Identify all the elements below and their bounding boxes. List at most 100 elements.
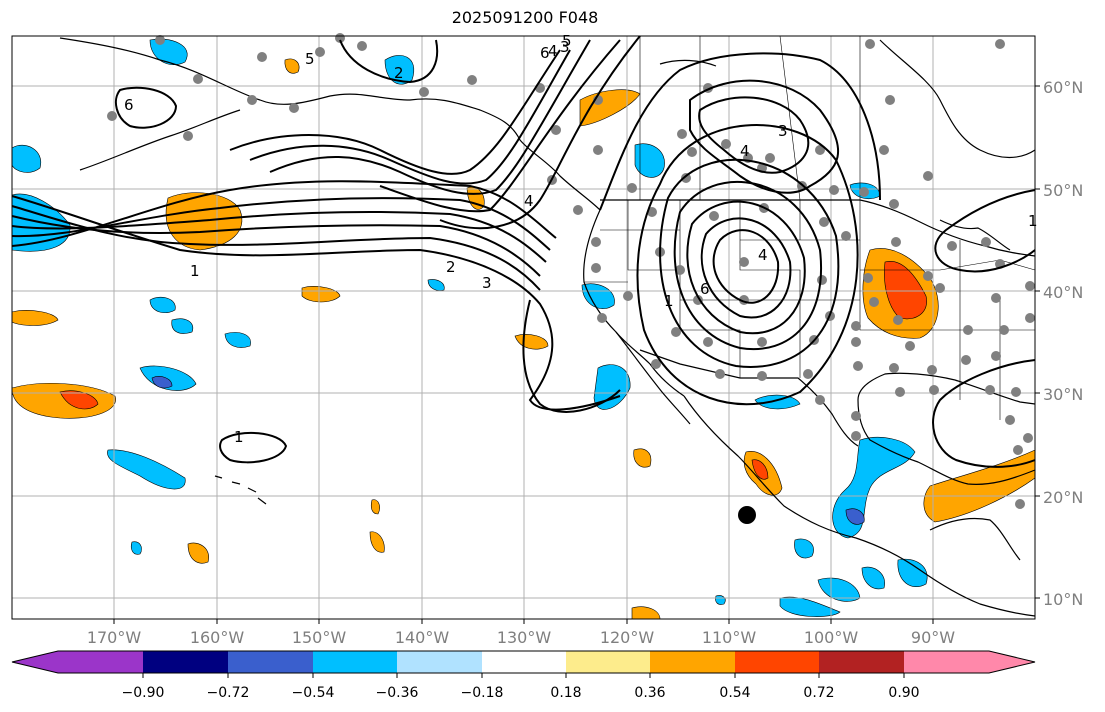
colorbar-segment [904, 651, 989, 673]
blue-region [224, 332, 251, 348]
baja [615, 331, 691, 425]
orange-region [370, 499, 380, 515]
orange-region [284, 58, 300, 74]
colorbar-segment [566, 651, 650, 673]
lat-label: 50°N [1043, 181, 1083, 200]
blue-region [149, 297, 176, 313]
red-region [884, 261, 927, 320]
colorbar-segment [143, 651, 228, 673]
longitude-labels: 170°W 160°W 150°W 140°W 130°W 120°W 110°… [87, 628, 955, 647]
blue-region [794, 538, 814, 559]
blue-region [897, 558, 928, 588]
contour-label: 1 [190, 262, 200, 280]
colorbar-segment [482, 651, 566, 673]
map-title: 2025091200 F048 [451, 8, 599, 27]
contour-label: 3 [778, 122, 788, 140]
island [659, 59, 717, 67]
colorbar-tick-label: −0.90 [122, 685, 165, 701]
contour-label: 6 [700, 280, 710, 298]
contour-label: 1 [234, 428, 244, 446]
blue-region [634, 143, 665, 178]
contour-label: 4 [524, 192, 534, 210]
contour-label: 4 [548, 42, 558, 60]
latitude-labels: 60°N 50°N 40°N 30°N 20°N 10°N [1043, 78, 1083, 609]
colorbar-tick-label: −0.18 [461, 685, 504, 701]
lon-label: 170°W [87, 628, 142, 647]
contour-label: 3 [560, 38, 570, 56]
contour-label: 5 [305, 50, 315, 68]
lat-label: 40°N [1043, 283, 1083, 302]
orange-region [11, 310, 59, 326]
contour-label: 2 [394, 64, 404, 82]
blue-region [581, 283, 615, 309]
lon-label: 120°W [600, 628, 655, 647]
colorbar-extend-right [989, 651, 1035, 673]
blue-region [11, 144, 42, 173]
aleutians [79, 109, 241, 171]
graticule [12, 36, 1035, 619]
colorbar-outline [11, 650, 1036, 674]
contour-label: 4 [740, 142, 750, 160]
colorbar-ticks [142, 673, 905, 678]
great-lakes [939, 219, 1011, 251]
colorbar-tick-label: −0.72 [207, 685, 250, 701]
blue-region [149, 38, 188, 66]
lon-label: 140°W [395, 628, 450, 647]
lon-label: 160°W [190, 628, 245, 647]
colorbar-tick-label: 0.18 [550, 685, 581, 701]
mexico-coast [683, 395, 1036, 617]
lon-label: 100°W [804, 628, 859, 647]
orange-region [301, 286, 341, 303]
orange-region [923, 449, 1036, 523]
lon-label: 130°W [497, 628, 552, 647]
blue-region [130, 541, 142, 555]
colorbar-extend-left [12, 651, 58, 673]
contour-label: 5 [562, 32, 572, 50]
hudson-bay [879, 39, 1036, 159]
lon-label: 90°W [911, 628, 955, 647]
lat-label: 60°N [1043, 78, 1083, 97]
blue-region-core [845, 508, 865, 525]
axis-ticks [113, 85, 1040, 624]
red-region [59, 390, 99, 410]
lat-label: 20°N [1043, 488, 1083, 507]
contour-label: 1 [664, 292, 674, 310]
lon-label: 110°W [702, 628, 757, 647]
colorbar-segment [58, 651, 143, 673]
orange-region [11, 383, 116, 419]
contour-label: 1 [1028, 212, 1038, 230]
blue-region [861, 566, 885, 590]
anomaly-shading [11, 38, 1036, 620]
colorbar-tick-label: 0.54 [719, 685, 750, 701]
orange-region [187, 542, 209, 564]
colorbar-tick-label: 0.36 [634, 685, 665, 701]
blue-region [754, 394, 801, 410]
us-mexico-border [639, 349, 859, 447]
highlight-point [738, 506, 756, 524]
colorbar-tick-label: 0.90 [888, 685, 919, 701]
lat-label: 10°N [1043, 590, 1083, 609]
contour-label: 6 [540, 44, 550, 62]
colorbar [11, 650, 1036, 674]
yucatan [929, 517, 1021, 561]
west-coast [583, 209, 685, 397]
colorbar-tick-label: −0.54 [292, 685, 335, 701]
colorbar-segment [735, 651, 819, 673]
colorbar-segment [819, 651, 904, 673]
contour-label: 4 [758, 246, 768, 264]
blue-region-core [151, 376, 173, 389]
colorbar-segment [650, 651, 735, 673]
blue-region [139, 365, 197, 391]
lon-label: 150°W [292, 628, 347, 647]
contour-label: 3 [482, 274, 492, 292]
colorbar-segment [313, 651, 397, 673]
blue-region [107, 449, 186, 490]
blue-region [171, 318, 194, 334]
colorbar-labels: −0.90 −0.72 −0.54 −0.36 −0.18 0.18 0.36 … [122, 685, 920, 701]
contour-lines [11, 35, 1036, 468]
contour-label: 6 [124, 96, 134, 114]
colorbar-tick-label: −0.36 [376, 685, 419, 701]
blue-region [715, 595, 726, 605]
colorbar-tick-label: 0.72 [803, 685, 834, 701]
